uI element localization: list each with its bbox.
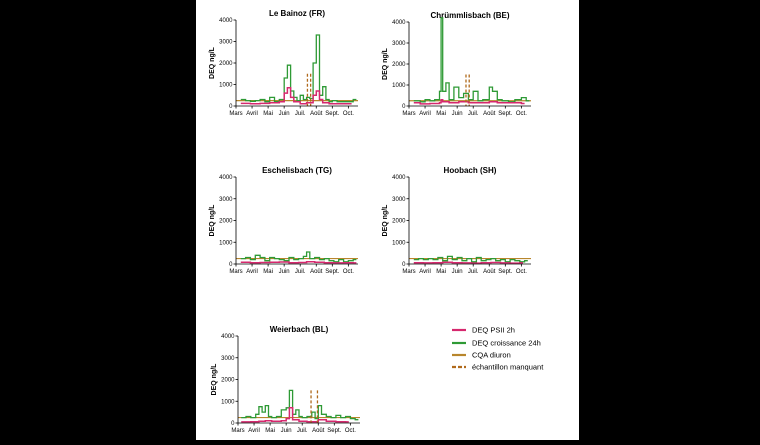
y-tick-label: 0 [229,104,233,110]
series-psii [241,407,349,423]
x-tick-label: Août [310,111,323,117]
x-tick-label: Mai [263,269,273,275]
x-tick-label: Mars [229,111,242,117]
series-psii [413,98,525,105]
x-tick-label: Juil. [297,428,308,434]
x-tick-label: Oct. [345,428,356,434]
y-tick-label: 3000 [219,40,233,46]
chart-1: Le Bainoz (FR) DEQ ng/L 0 1000 2000 3000 4000 M… [209,9,358,117]
x-tick-label: Juin [452,111,463,117]
x-tick-label: Mars [229,269,242,275]
y-tick-label: 1000 [219,240,233,246]
x-tick-label: Sept. [498,269,512,275]
chart-title: Eschelisbach (TG) [262,166,332,175]
y-tick-label: 3000 [392,41,406,47]
chart-4: Hoobach (SH) DEQ ng/L 0 1000 2000 3000 4000 Mar… [382,166,531,275]
x-tick-label: Avril [419,111,431,117]
y-tick-label: 4000 [219,175,233,181]
series-growth [413,255,528,263]
chart-title: Le Bainoz (FR) [269,9,325,18]
x-tick-label: Juin [452,269,463,275]
x-tick-label: Juil. [468,269,479,275]
x-tick-label: Juin [279,269,290,275]
y-axis-label: DEQ ng/L [382,204,389,237]
y-tick-label: 0 [402,104,406,110]
series-growth [413,17,530,103]
y-tick-label: 2000 [219,61,233,67]
y-axis-label: DEQ ng/L [211,363,218,396]
y-tick-label: 1000 [221,399,235,405]
x-tick-label: Avril [246,269,258,275]
series-growth [240,251,357,263]
y-tick-label: 0 [231,421,235,427]
legend-label-psii: DEQ PSII 2h [472,326,515,335]
chart-5: Weierbach (BL) DEQ ng/L 0 1000 2000 3000 4000 M… [211,325,360,434]
series-psii [240,261,357,264]
y-tick-label: 1000 [392,83,406,89]
x-tick-label: Mai [263,111,273,117]
y-axis-label: DEQ ng/L [209,204,216,237]
x-tick-label: Avril [248,428,260,434]
x-tick-label: Oct. [343,111,354,117]
chart-3: Eschelisbach (TG) DEQ ng/L 0 1000 2000 3000 40… [209,166,358,275]
y-tick-label: 3000 [219,197,233,203]
x-tick-label: Juil. [295,111,306,117]
plots-layer: Le Bainoz (FR) DEQ ng/L 0 1000 2000 3000 4000 M… [209,9,531,434]
y-tick-label: 2000 [219,219,233,225]
chart-title: Weierbach (BL) [270,325,329,334]
x-tick-label: Mars [402,269,415,275]
y-tick-label: 2000 [221,378,235,384]
series-psii [413,261,523,264]
x-tick-label: Juin [279,111,290,117]
x-tick-label: Juin [281,428,292,434]
y-tick-label: 3000 [221,356,235,362]
y-tick-label: 1000 [392,240,406,246]
x-tick-label: Oct. [516,269,527,275]
y-tick-label: 2000 [392,62,406,68]
y-axis-label: DEQ ng/L [382,47,389,80]
legend-label-growth: DEQ croissance 24h [472,339,541,348]
x-tick-label: Août [312,428,325,434]
y-tick-label: 0 [402,262,406,268]
x-tick-label: Mai [265,428,275,434]
y-tick-label: 4000 [219,18,233,24]
x-tick-label: Mai [436,111,446,117]
x-tick-label: Sept. [325,269,339,275]
x-tick-label: Juil. [295,269,306,275]
x-tick-label: Avril [246,111,258,117]
x-tick-label: Août [483,111,496,117]
y-tick-label: 3000 [392,197,406,203]
legend: DEQ PSII 2h DEQ croissance 24h CQA diuro… [452,326,544,372]
x-tick-label: Oct. [343,269,354,275]
x-tick-label: Mars [231,428,244,434]
x-tick-label: Août [483,269,496,275]
y-tick-label: 4000 [392,20,406,26]
chart-2: Chrümmlisbach (BE) DEQ ng/L 0 1000 2000 3000 4… [382,11,531,117]
y-tick-label: 4000 [221,334,235,340]
y-tick-label: 1000 [219,83,233,89]
x-tick-label: Sept. [327,428,341,434]
x-tick-label: Mai [436,269,446,275]
x-tick-label: Sept. [498,111,512,117]
x-tick-label: Sept. [325,111,339,117]
x-tick-label: Mars [402,111,415,117]
x-tick-label: Juil. [468,111,479,117]
y-tick-label: 2000 [392,219,406,225]
x-tick-label: Oct. [516,111,527,117]
series-growth [240,34,357,103]
chart-title: Chrümmlisbach (BE) [430,11,509,20]
series-growth [241,389,359,421]
y-axis-label: DEQ ng/L [209,46,216,79]
chart-figure: Le Bainoz (FR) DEQ ng/L 0 1000 2000 3000 4000 M… [209,9,544,434]
series-psii [240,86,352,105]
figure-panel: Le Bainoz (FR) DEQ ng/L 0 1000 2000 3000 4000 M… [196,0,579,440]
x-tick-label: Août [310,269,323,275]
y-tick-label: 4000 [392,175,406,181]
legend-label-missing: échantillon manquant [472,363,544,372]
chart-title: Hoobach (SH) [444,166,497,175]
y-tick-label: 0 [229,262,233,268]
x-tick-label: Avril [419,269,431,275]
legend-label-cqa: CQA diuron [472,351,511,360]
